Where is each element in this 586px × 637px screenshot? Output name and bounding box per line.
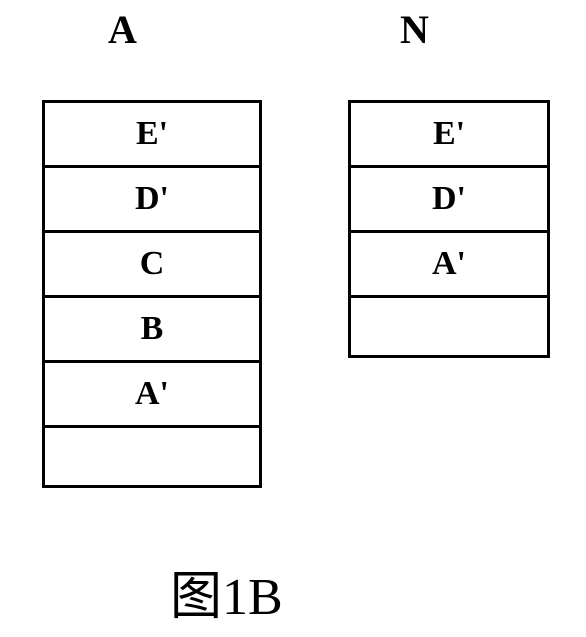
stack-right-cell: E' xyxy=(351,103,547,168)
stack-left-cell: B xyxy=(45,298,259,363)
stack-left-cell: C xyxy=(45,233,259,298)
stack-right-cell xyxy=(351,298,547,363)
stack-left-cell: D' xyxy=(45,168,259,233)
stack-right-cell: D' xyxy=(351,168,547,233)
stack-right: E'D'A' xyxy=(348,100,550,358)
stack-left: E'D'CBA' xyxy=(42,100,262,488)
stack-right-cell: A' xyxy=(351,233,547,298)
figure-caption: 图1B xyxy=(170,554,283,629)
stack-left-cell xyxy=(45,428,259,493)
stack-label-left: A xyxy=(108,6,137,53)
stack-label-right: N xyxy=(400,6,429,53)
diagram-container: A N E'D'CBA' E'D'A' 图1B xyxy=(0,0,586,637)
stack-left-cell: E' xyxy=(45,103,259,168)
stack-left-cell: A' xyxy=(45,363,259,428)
